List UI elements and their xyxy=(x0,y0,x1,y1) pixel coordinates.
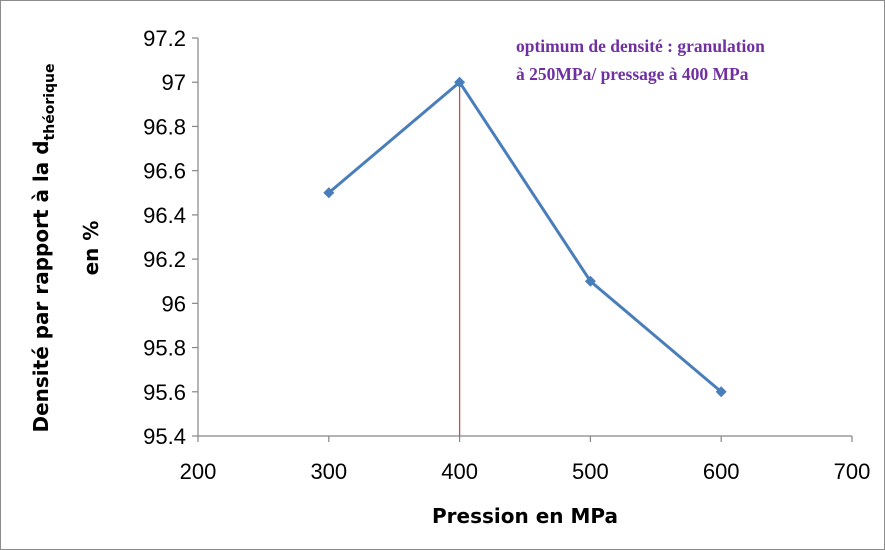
y-ticks: 95.4 95.6 95.8 96 96.2 96.4 96.6 96.8 97 97.2 xyxy=(143,26,198,449)
series-markers xyxy=(323,76,727,398)
x-tick-label: 700 xyxy=(834,459,871,484)
y-tick-label: 96.4 xyxy=(143,203,186,228)
x-tick-label: 400 xyxy=(441,459,478,484)
x-axis-title: Pression en MPa xyxy=(432,504,618,528)
y-tick-label: 96.6 xyxy=(143,159,186,184)
x-tick-label: 300 xyxy=(310,459,347,484)
y-axis-title-main: Densité par rapport à la d xyxy=(29,140,53,432)
y-axis-title: Densité par rapport à la dthéorique xyxy=(29,63,58,432)
y-tick-label: 95.6 xyxy=(143,380,186,405)
y-tick-label: 97.2 xyxy=(143,26,186,51)
y-tick-label: 95.8 xyxy=(143,336,186,361)
y-axis-title-subscript: théorique xyxy=(42,63,58,140)
y-tick-label: 95.4 xyxy=(143,424,186,449)
x-tick-label: 600 xyxy=(703,459,740,484)
x-tick-label: 500 xyxy=(572,459,609,484)
data-point-marker xyxy=(454,76,466,88)
x-tick-label: 200 xyxy=(180,459,217,484)
annotation-line-1: optimum de densité : granulation xyxy=(516,36,765,56)
data-point-marker xyxy=(323,187,335,199)
x-ticks: 200 300 400 500 600 700 xyxy=(180,436,871,484)
series-line xyxy=(327,80,723,393)
data-point-marker xyxy=(715,386,727,398)
y-tick-label: 96.8 xyxy=(143,114,186,139)
y-axis-title-line2: en % xyxy=(79,221,103,276)
y-tick-label: 96.2 xyxy=(143,247,186,272)
y-tick-label: 97 xyxy=(162,70,186,95)
axes xyxy=(197,38,852,437)
y-tick-label: 96 xyxy=(162,291,186,316)
annotation-line-2: à 250MPa/ pressage à 400 MPa xyxy=(516,64,749,84)
data-point-marker xyxy=(584,275,596,287)
